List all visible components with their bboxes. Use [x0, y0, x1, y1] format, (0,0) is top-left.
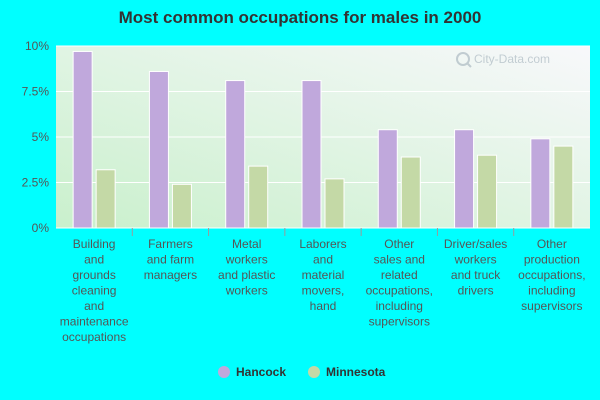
bar-minnesota	[324, 178, 345, 229]
chart-title: Most common occupations for males in 200…	[118, 8, 482, 27]
category-label: Laborers and material movers, hand	[299, 237, 346, 313]
legend-label-hancock: Hancock	[236, 365, 286, 379]
category-label: Other sales and related occupations, includi…	[366, 237, 433, 329]
category-labels: Building and grounds cleaning and maintenance…	[60, 237, 586, 344]
bar-minnesota	[171, 183, 192, 229]
y-tick-label: 10%	[25, 39, 49, 53]
watermark-text: City-Data.com	[474, 52, 550, 66]
category-label: Other production occupations, including supe…	[518, 237, 585, 313]
bar-hancock	[225, 80, 246, 229]
bar-minnesota	[248, 165, 269, 229]
y-tick-label: 7.5%	[22, 85, 50, 99]
legend: Hancock Minnesota	[218, 365, 386, 379]
bar-minnesota	[95, 169, 116, 229]
legend-swatch-hancock	[218, 366, 230, 378]
category-label: Farmers and farm managers	[144, 237, 197, 282]
watermark: City-Data.com	[456, 52, 550, 68]
bars	[72, 50, 574, 229]
bar-minnesota	[477, 154, 498, 229]
bar-minnesota	[553, 145, 574, 229]
category-label: Metal workers and plastic workers	[218, 237, 275, 298]
category-separators	[131, 228, 515, 236]
legend-label-minnesota: Minnesota	[326, 365, 386, 379]
bar-hancock	[148, 70, 169, 229]
y-tick-label: 5%	[32, 130, 50, 144]
bar-hancock	[301, 80, 322, 229]
bar-hancock	[72, 50, 93, 229]
y-tick-label: 2.5%	[22, 176, 50, 190]
bar-minnesota	[400, 156, 421, 229]
category-label: Building and grounds cleaning and maintenance…	[60, 237, 129, 344]
y-tick-labels: 0% 2.5% 5% 7.5% 10%	[22, 39, 50, 235]
bar-hancock	[377, 129, 398, 229]
y-tick-label: 0%	[32, 221, 50, 235]
legend-swatch-minnesota	[308, 366, 320, 378]
bar-hancock	[454, 129, 475, 229]
gridlines	[56, 45, 590, 229]
category-label: Driver/sales workers and truck drivers	[444, 237, 507, 298]
bar-hancock	[530, 138, 551, 229]
